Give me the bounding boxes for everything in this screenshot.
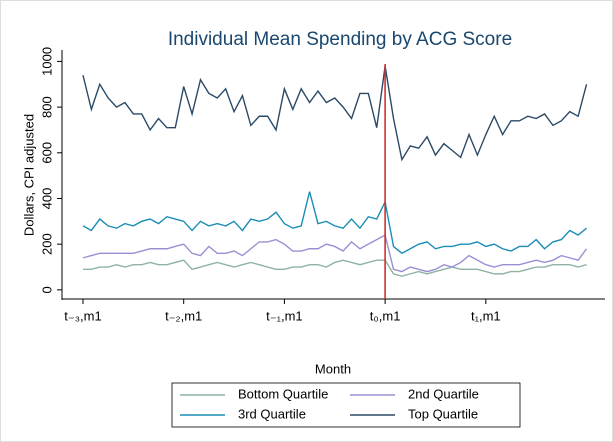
legend-label: 2nd Quartile: [408, 386, 479, 401]
x-tick-label: t₋₃,m1: [64, 308, 101, 323]
y-axis-label: Dollars, CPI adjusted: [21, 114, 36, 236]
x-axis-label: Month: [315, 361, 351, 376]
legend-label: Top Quartile: [408, 406, 478, 421]
x-tick-label: t₋₁,m1: [266, 308, 303, 323]
legend-label: Bottom Quartile: [238, 386, 328, 401]
y-tick-label: 1000: [39, 47, 54, 76]
x-tick-label: t₁,m1: [471, 308, 501, 323]
x-tick-label: t₋₂,m1: [165, 308, 202, 323]
series-line: [82, 191, 587, 255]
y-tick-label: 600: [39, 142, 54, 164]
legend: [171, 382, 521, 428]
series-line: [82, 233, 588, 273]
chart-title: Individual Mean Spending by ACG Score: [168, 29, 512, 50]
legend-label: 3rd Quartile: [238, 406, 306, 421]
series-line: [82, 259, 587, 277]
y-tick-label: 400: [39, 188, 54, 210]
x-tick-label: t₀,m1: [370, 308, 401, 323]
y-tick-label: 200: [39, 233, 54, 255]
y-tick-label: 0: [39, 286, 54, 293]
series-line: [82, 65, 588, 162]
y-tick-label: 800: [39, 96, 54, 118]
